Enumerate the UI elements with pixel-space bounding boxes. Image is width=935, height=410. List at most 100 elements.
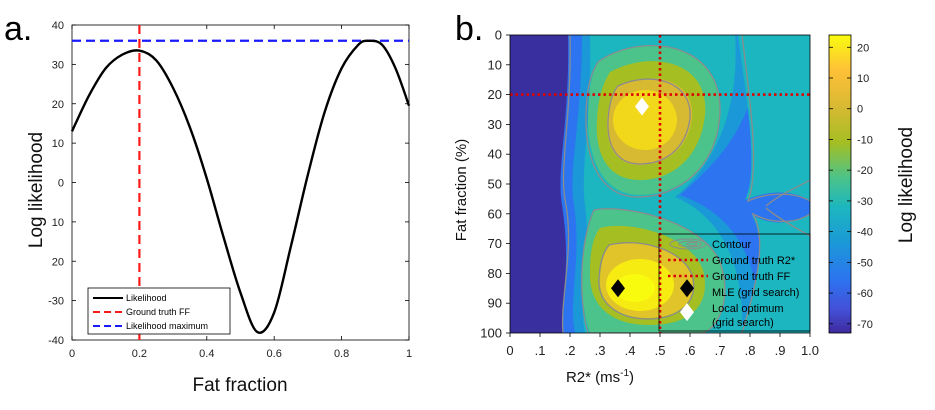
- heatmap-lower-peak-core: [615, 274, 655, 302]
- b-xtick-label: .4: [625, 343, 636, 358]
- b-ytick-label: 70: [488, 236, 502, 251]
- b-xtick-label: .1: [535, 343, 546, 358]
- colorbar: [828, 34, 852, 334]
- a-ytick-label: 20: [52, 256, 64, 268]
- b-ytick-label: 10: [488, 57, 502, 72]
- panel-a-legend: Likelihood Ground truth FF Likelihood ma…: [87, 287, 231, 335]
- panel-a-plot-area: [71, 24, 410, 341]
- heatmap-markers: [611, 97, 694, 322]
- a-ytick-label: 0: [58, 178, 64, 190]
- a-ytick-label: 30: [52, 59, 64, 71]
- local-optimum-marker: [635, 97, 649, 116]
- legend-mle-label: MLE (grid search): [712, 287, 799, 299]
- b-ytick-label: 0: [495, 28, 502, 43]
- b-ytick-label: 20: [488, 87, 502, 102]
- a-xtick-label: 0.6: [267, 348, 282, 360]
- colorbar-tick-label: 0: [857, 104, 863, 116]
- a-ytick-label: 10: [52, 217, 64, 229]
- b-xtick-label: .3: [595, 343, 606, 358]
- contour-left: [561, 35, 571, 333]
- legend-likelihood-max-label: Likelihood maximum: [126, 321, 208, 331]
- heatmap-right-top-band: [738, 35, 810, 200]
- panel-b-letter: b.: [455, 10, 483, 48]
- b-ytick-label: 80: [488, 266, 502, 281]
- b-xtick-label: 0: [506, 343, 513, 358]
- a-ytick-label: -30: [48, 296, 64, 308]
- colorbar-tick-label: -20: [857, 165, 873, 177]
- panel-b-legend: Contour Ground truth R2* Ground truth FF…: [658, 233, 811, 332]
- colorbar-tick-label: -10: [857, 134, 873, 146]
- panel-b-y-label: Fat fraction (%): [453, 139, 470, 242]
- panel-a-line-chart: 40 30 20 10 0 10 20 -30 -40 0 0.2 0.4 0.6 0.8 1 Fat f…: [26, 20, 412, 396]
- contour-lines: [561, 35, 810, 333]
- b-ytick-label: 60: [488, 206, 502, 221]
- contour-lower-inner: [598, 242, 695, 320]
- mle-marker: [611, 279, 625, 298]
- contour-right-wisp-top: [765, 179, 810, 207]
- b-xtick-label: .7: [715, 343, 726, 358]
- b-ytick-label: 50: [488, 177, 502, 192]
- colorbar-label: Log likelihood: [896, 127, 917, 243]
- mle-marker: [680, 279, 694, 298]
- colorbar-tick-label: -70: [857, 319, 873, 331]
- b-xtick-label: .8: [745, 343, 756, 358]
- local-optimum-marker: [680, 303, 694, 322]
- colorbar-tick-label: -30: [857, 196, 873, 208]
- a-ytick-label: 40: [52, 20, 64, 32]
- panel-a-y-label: Log likelihood: [26, 132, 47, 248]
- legend-likelihood-label: Likelihood: [126, 293, 167, 303]
- b-xtick-label: .5: [655, 343, 666, 358]
- b-ytick-label: 30: [488, 117, 502, 132]
- b-ytick-label: 90: [488, 296, 502, 311]
- b-ytick-label: 40: [488, 147, 502, 162]
- heatmap-right-saddle: [745, 193, 810, 222]
- heatmap-right-bottom-band: [740, 215, 810, 333]
- a-xtick-label: 0.2: [132, 348, 147, 360]
- legend-gt-ff-label: Ground truth FF: [712, 271, 791, 283]
- colorbar-tick-label: -50: [857, 257, 873, 269]
- panel-b-x-label-superscript: -1: [620, 368, 629, 379]
- panel-b-legend-box: [658, 233, 811, 332]
- a-ytick-label: 10: [52, 138, 64, 150]
- panel-b-y-tick-labels: 0 10 20 30 40 50 60 70 80 90 100: [480, 28, 510, 341]
- legend-contour-label: Contour: [712, 239, 751, 251]
- panel-b-x-label: R2* (ms-1): [566, 368, 634, 386]
- panel-a-legend-box: [87, 287, 231, 335]
- panel-b-x-tick-labels: 0 .1 .2 .3 .4 .5 .6 .7 .8 .9 1.0: [506, 333, 819, 358]
- colorbar-tick-label: 10: [857, 73, 869, 85]
- panel-a-x-tick-labels: 0 0.2 0.4 0.6 0.8 1: [69, 348, 412, 360]
- colorbar-tick-label: -60: [857, 288, 873, 300]
- b-ytick-label: 100: [480, 326, 502, 341]
- a-ytick-label: -40: [48, 335, 64, 347]
- contour-lower-outer: [581, 208, 726, 333]
- a-xtick-label: 1: [406, 348, 412, 360]
- legend-local-opt-label: Local optimum: [712, 303, 784, 315]
- colorbar-tick-label: 20: [857, 42, 869, 54]
- legend-contour-swatch: [669, 238, 707, 250]
- panel-b-x-label-close: ): [629, 369, 634, 386]
- colorbar-ticks: 20 10 0 -10 -20 -30 -40 -50 -60 -70: [829, 42, 873, 331]
- b-xtick-label: .6: [685, 343, 696, 358]
- a-xtick-label: 0.8: [334, 348, 349, 360]
- panel-a-x-label: Fat fraction: [192, 375, 287, 396]
- contour-upper-outer: [585, 44, 721, 198]
- legend-local-opt-label-2: (grid search): [712, 317, 774, 329]
- contour-upper-inner: [607, 78, 691, 165]
- colorbar-tick-label: -40: [857, 227, 873, 239]
- a-ytick-label: 20: [52, 99, 64, 111]
- b-xtick-label: .2: [565, 343, 576, 358]
- panel-b-x-label-main: R2* (ms: [566, 369, 620, 386]
- a-xtick-label: 0.4: [199, 348, 214, 360]
- likelihood-curve: [70, 39, 411, 334]
- b-xtick-label: 1.0: [801, 343, 819, 358]
- legend-ground-truth-label: Ground truth FF: [126, 307, 191, 317]
- heatmap-upper-peak: [613, 90, 677, 150]
- contour-right-upper: [741, 35, 810, 203]
- legend-gt-r2-label: Ground truth R2*: [712, 255, 796, 267]
- b-xtick-label: .9: [775, 343, 786, 358]
- contour-right-lower: [741, 212, 810, 333]
- panel-a-y-tick-labels: 40 30 20 10 0 10 20 -30 -40: [48, 20, 64, 347]
- a-xtick-label: 0: [69, 348, 75, 360]
